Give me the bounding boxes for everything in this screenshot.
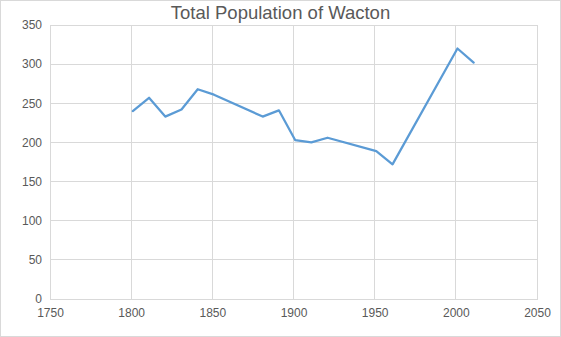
chart-title: Total Population of Wacton xyxy=(171,2,390,23)
x-axis-tick-label: 1850 xyxy=(199,306,226,320)
chart-border xyxy=(1,1,561,337)
x-axis-tick-label: 1950 xyxy=(362,306,389,320)
x-axis-tick: 2000 xyxy=(443,299,470,320)
x-grid-line xyxy=(50,25,51,299)
x-axis-tick-label: 2050 xyxy=(524,306,551,320)
x-axis-line xyxy=(51,299,538,300)
y-axis-tick: 300 xyxy=(22,57,50,71)
y-axis-tick: 150 xyxy=(22,175,50,189)
x-grid-line xyxy=(537,25,538,299)
x-axis-tick-label: 2000 xyxy=(443,306,470,320)
x-grid-line xyxy=(455,25,456,299)
y-axis-tick: 100 xyxy=(22,214,50,228)
plot: 1750 1800 1850 1900 1950 2000 2050 0 50 100 150 200… xyxy=(22,18,551,319)
x-grid-line xyxy=(212,25,213,299)
y-axis-tick-label: 100 xyxy=(22,214,42,228)
x-grid-line xyxy=(374,25,375,299)
y-axis-tick-label: 0 xyxy=(35,292,42,306)
x-axis-tick: 1850 xyxy=(199,299,226,320)
x-axis-tick: 1900 xyxy=(281,299,308,320)
y-axis-tick-label: 200 xyxy=(22,136,42,150)
x-axis-tick: 1800 xyxy=(118,299,145,320)
x-axis-tick-label: 1750 xyxy=(37,306,64,320)
chart: 1750 1800 1850 1900 1950 2000 2050 0 50 100 150 200… xyxy=(0,0,561,337)
x-axis-tick: 1950 xyxy=(362,299,389,320)
series xyxy=(133,48,474,164)
y-axis-tick: 200 xyxy=(22,136,50,150)
y-axis-tick: 250 xyxy=(22,97,50,111)
population-line xyxy=(133,48,474,164)
y-axis: 0 50 100 150 200 250 300 350 xyxy=(22,18,51,306)
y-axis-tick-label: 150 xyxy=(22,175,42,189)
y-axis-line xyxy=(50,26,51,300)
x-grid-line xyxy=(131,25,132,299)
grid xyxy=(50,25,537,299)
y-axis-tick-label: 250 xyxy=(22,97,42,111)
x-axis-tick-label: 1800 xyxy=(118,306,145,320)
x-axis: 1750 1800 1850 1900 1950 2000 2050 xyxy=(37,299,551,320)
y-axis-tick-label: 300 xyxy=(22,57,42,71)
x-grid-line xyxy=(293,25,294,299)
y-axis-tick-label: 350 xyxy=(22,18,42,32)
x-axis-tick-label: 1900 xyxy=(281,306,308,320)
y-axis-tick: 50 xyxy=(29,253,50,267)
y-axis-tick-label: 50 xyxy=(29,253,43,267)
x-axis-tick: 2050 xyxy=(524,299,551,320)
y-axis-tick: 0 xyxy=(35,292,50,306)
y-axis-tick: 350 xyxy=(22,18,50,32)
